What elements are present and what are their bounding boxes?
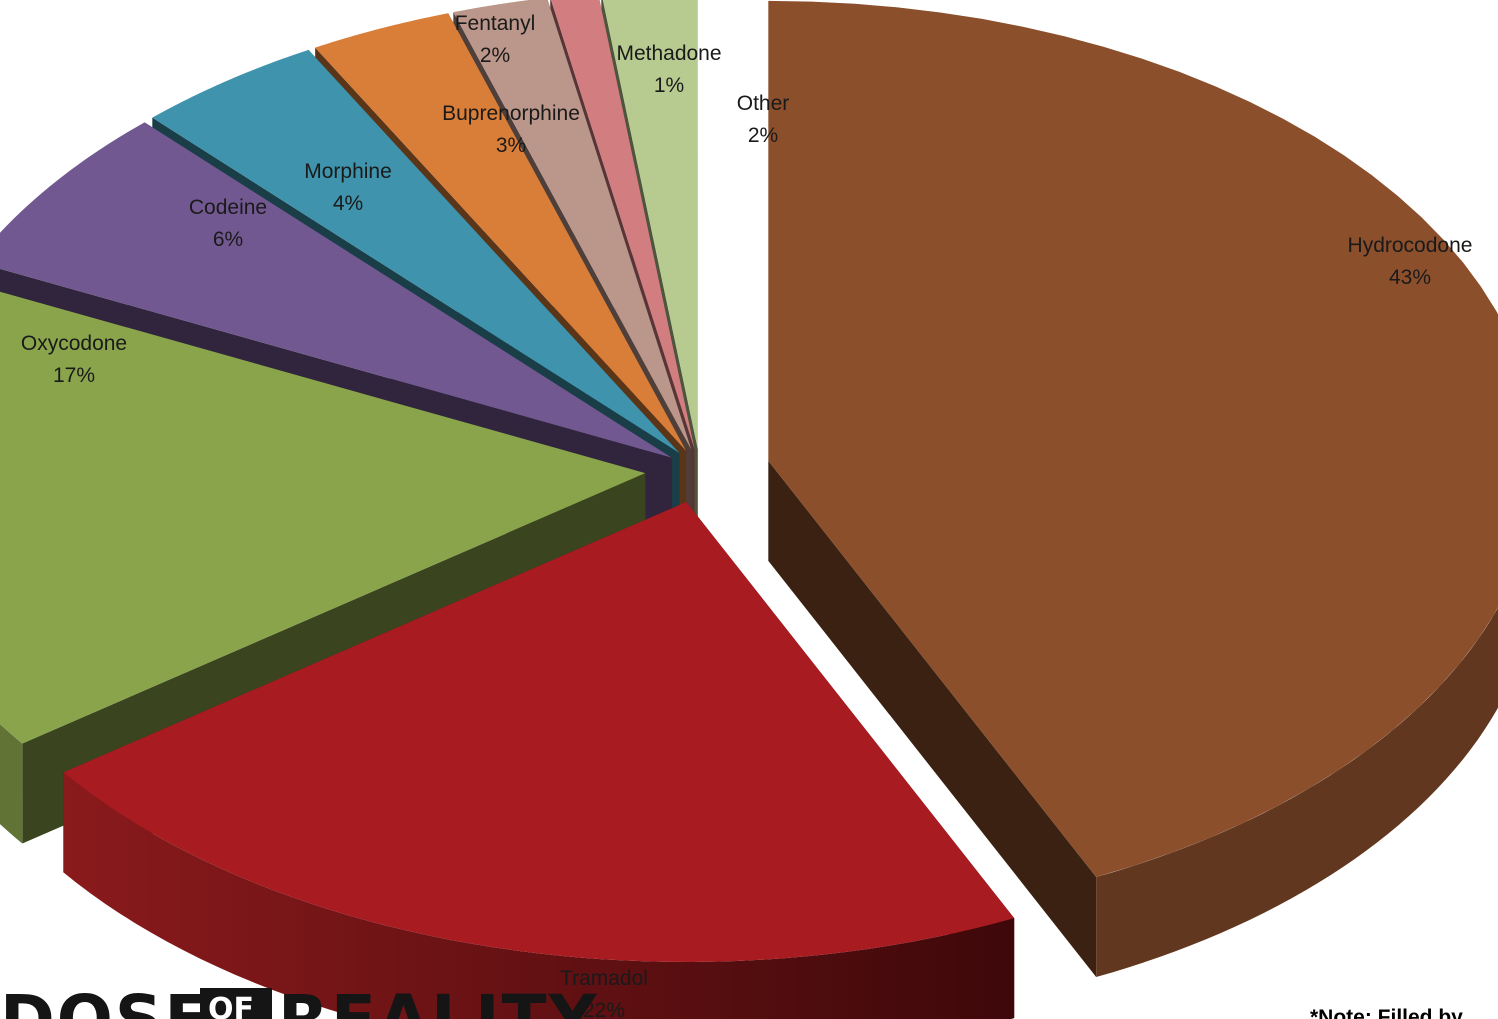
label-buprenorphine-percent: 3% [496,134,526,157]
label-oxycodone-name: Oxycodone [21,332,127,355]
label-fentanyl-name: Fentanyl [455,12,536,35]
logo-text-reality: REALITY [278,981,598,1019]
label-oxycodone-percent: 17% [53,364,95,387]
logo: DOSE OF REALITY [0,981,598,1019]
slice-tramadol-rim [63,772,1015,1019]
label-tramadol-name: Tramadol [560,967,648,990]
slice-hydrocodone-wall [768,460,1097,978]
label-codeine-name: Codeine [189,196,267,219]
label-hydrocodone-name: Hydrocodone [1348,234,1473,257]
slice-tramadol [63,501,1015,1019]
footnote: *Note: Filled by [1310,1006,1463,1019]
slice-codeine-top [0,122,672,458]
label-other-percent: 2% [748,124,778,147]
label-hydrocodone-percent: 43% [1389,266,1431,289]
slice-hydrocodone-top [768,0,1498,878]
slice-oxycodone-top [0,291,646,744]
label-codeine-percent: 6% [213,228,243,251]
logo-text-of: OF [208,992,254,1019]
label-morphine-name: Morphine [304,160,392,183]
slice-morphine-top [152,49,680,454]
label-other-name: Other [737,92,790,115]
slice-fentanyl-top [453,0,692,450]
slice-oxycodone-rim [0,724,23,844]
label-tramadol-percent: 22% [583,999,625,1019]
logo-state-shape [200,988,272,1019]
slice-hydrocodone-rim [1096,607,1498,978]
slice-buprenorphine-top [315,13,687,451]
logo-text-dose: DOSE [0,981,212,1019]
slice-other-top [602,0,698,450]
slice-tramadol-top [63,501,1015,962]
slice-methadone-top [551,0,695,450]
label-buprenorphine-name: Buprenorphine [442,102,580,125]
label-fentanyl-percent: 2% [480,44,510,67]
label-morphine-percent: 4% [333,192,363,215]
label-methadone-percent: 1% [654,74,684,97]
slice-labels: Hydrocodone 43% Tramadol 22% Oxycodone 17% Cod… [21,12,1473,1019]
slice-hydrocodone [768,0,1498,978]
label-methadone-name: Methadone [616,42,721,65]
